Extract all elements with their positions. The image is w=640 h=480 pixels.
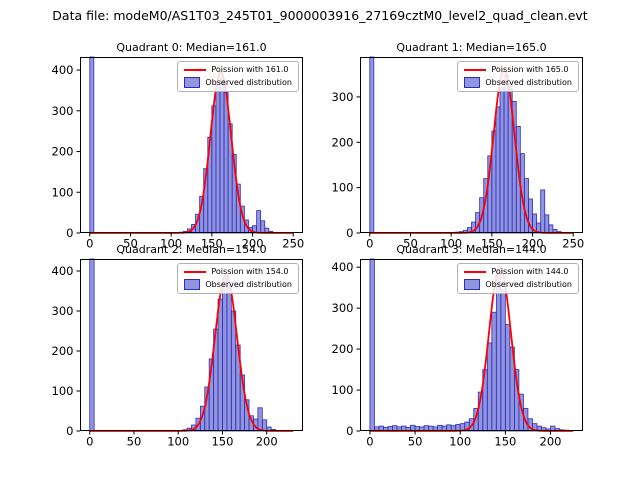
quadrant-1-subplot: Quadrant 1: Median=165.0 0 50 100 150 200 250… <box>332 41 585 251</box>
axes-border <box>80 57 303 233</box>
x-tick-label: 100 <box>440 237 462 251</box>
legend-row: Poission with 154.0 <box>184 267 292 276</box>
y-tick-label: 300 <box>52 304 74 318</box>
poisson-curve <box>89 273 294 432</box>
poisson-line-sample-icon <box>464 270 487 273</box>
y-tick-label: 300 <box>332 90 354 104</box>
quadrant-3-canvas: 0 50 100 150 200 0 100 200 300 400 <box>332 258 583 449</box>
legend-line-label: Poission with 161.0 <box>211 65 289 74</box>
x-tick-label: 0 <box>366 237 373 251</box>
legend-row: Observed distribution <box>464 77 572 88</box>
axes-border <box>360 259 583 431</box>
legend-line-label: Poission with 144.0 <box>491 267 569 276</box>
legend-patch-label: Observed distribution <box>205 280 292 289</box>
x-tick-label: 150 <box>201 237 223 251</box>
histogram-patch-sample-icon <box>184 279 201 290</box>
y-tick-label: 0 <box>66 226 73 240</box>
x-tick-label: 50 <box>403 237 418 251</box>
y-tick-label: 200 <box>52 344 74 358</box>
quadrant-2-legend: Poission with 154.0 Observed distributio… <box>177 263 299 294</box>
legend-row: Observed distribution <box>464 279 572 290</box>
y-tick-label: 100 <box>332 383 354 397</box>
legend-patch-label: Observed distribution <box>485 280 572 289</box>
y-tick-label: 300 <box>52 104 74 118</box>
quadrant-2-canvas: 0 50 100 150 200 0 100 200 300 400 <box>52 258 303 449</box>
axis-ticks: 0 50 100 150 200 250 0 100 200 300 <box>332 90 585 251</box>
quadrant-0-legend: Poission with 161.0 Observed distributio… <box>177 61 299 92</box>
quadrant-1-legend: Poission with 165.0 Observed distributio… <box>457 61 579 92</box>
axis-ticks: 0 50 100 150 200 0 100 200 300 400 <box>332 260 562 448</box>
quadrant-3-title: Quadrant 3: Median=144.0 <box>396 243 547 256</box>
x-tick-label: 100 <box>449 435 471 449</box>
y-tick-label: 100 <box>52 384 74 398</box>
y-tick-label: 0 <box>346 424 353 438</box>
x-tick-label: 0 <box>366 435 373 449</box>
x-tick-label: 200 <box>256 435 278 449</box>
axis-ticks: 0 50 100 150 200 0 100 200 300 400 <box>52 264 278 449</box>
y-tick-label: 300 <box>332 301 354 315</box>
legend-line-label: Poission with 165.0 <box>491 65 569 74</box>
x-tick-label: 150 <box>211 435 233 449</box>
figure-title: Data file: modeM0/AS1T03_245T01_90000039… <box>52 8 588 23</box>
x-tick-label: 250 <box>562 237 584 251</box>
legend-row: Observed distribution <box>184 77 292 88</box>
x-tick-label: 50 <box>123 237 138 251</box>
quadrant-3-subplot: Quadrant 3: Median=144.0 0 50 100 150 200 0 10… <box>332 243 583 449</box>
quadrant-0-subplot: Quadrant 0: Median=161.0 0 50 100 150 200 250… <box>52 41 305 251</box>
legend-patch-label: Observed distribution <box>205 78 292 87</box>
histogram-patch-sample-icon <box>464 279 481 290</box>
x-tick-label: 0 <box>86 435 93 449</box>
x-tick-label: 200 <box>242 237 264 251</box>
quadrant-1-title: Quadrant 1: Median=165.0 <box>396 41 547 54</box>
y-tick-label: 200 <box>332 342 354 356</box>
y-tick-label: 400 <box>332 260 354 274</box>
x-tick-label: 0 <box>86 237 93 251</box>
axes-border <box>80 259 303 431</box>
quadrant-2-subplot: Quadrant 2: Median=154.0 0 50 100 150 200 0 10… <box>52 243 303 449</box>
x-tick-label: 50 <box>127 435 142 449</box>
histogram-patch-sample-icon <box>184 77 201 88</box>
quadrant-3-legend: Poission with 144.0 Observed distributio… <box>457 263 579 294</box>
poisson-line-sample-icon <box>184 270 207 273</box>
y-tick-label: 0 <box>66 424 73 438</box>
x-tick-label: 200 <box>522 237 544 251</box>
x-tick-label: 100 <box>160 237 182 251</box>
y-tick-label: 400 <box>52 264 74 278</box>
x-tick-label: 100 <box>167 435 189 449</box>
axis-ticks: 0 50 100 150 200 250 0 100 200 300 400 <box>52 63 305 250</box>
x-tick-label: 250 <box>282 237 304 251</box>
legend-row: Poission with 161.0 <box>184 65 292 74</box>
poisson-line-sample-icon <box>184 68 207 71</box>
legend-row: Poission with 144.0 <box>464 267 572 276</box>
quadrant-2-title: Quadrant 2: Median=154.0 <box>116 243 267 256</box>
quadrant-0-title: Quadrant 0: Median=161.0 <box>116 41 267 54</box>
x-tick-label: 200 <box>540 435 562 449</box>
legend-row: Observed distribution <box>184 279 292 290</box>
x-tick-label: 150 <box>481 237 503 251</box>
x-tick-label: 150 <box>494 435 516 449</box>
quadrant-0-canvas: 0 50 100 150 200 250 0 100 200 300 400 <box>52 56 304 251</box>
axes-border <box>360 57 583 233</box>
quadrant-1-canvas: 0 50 100 150 200 250 0 100 200 300 <box>332 56 584 251</box>
poisson-curve <box>89 71 294 234</box>
y-tick-label: 100 <box>332 181 354 195</box>
legend-line-label: Poission with 154.0 <box>211 267 289 276</box>
y-tick-label: 100 <box>52 185 74 199</box>
y-tick-label: 0 <box>346 226 353 240</box>
y-tick-label: 200 <box>332 135 354 149</box>
legend-patch-label: Observed distribution <box>485 78 572 87</box>
x-tick-label: 50 <box>408 435 423 449</box>
legend-row: Poission with 165.0 <box>464 65 572 74</box>
y-tick-label: 200 <box>52 145 74 159</box>
histogram-patch-sample-icon <box>464 77 481 88</box>
y-tick-label: 400 <box>52 63 74 77</box>
poisson-line-sample-icon <box>464 68 487 71</box>
